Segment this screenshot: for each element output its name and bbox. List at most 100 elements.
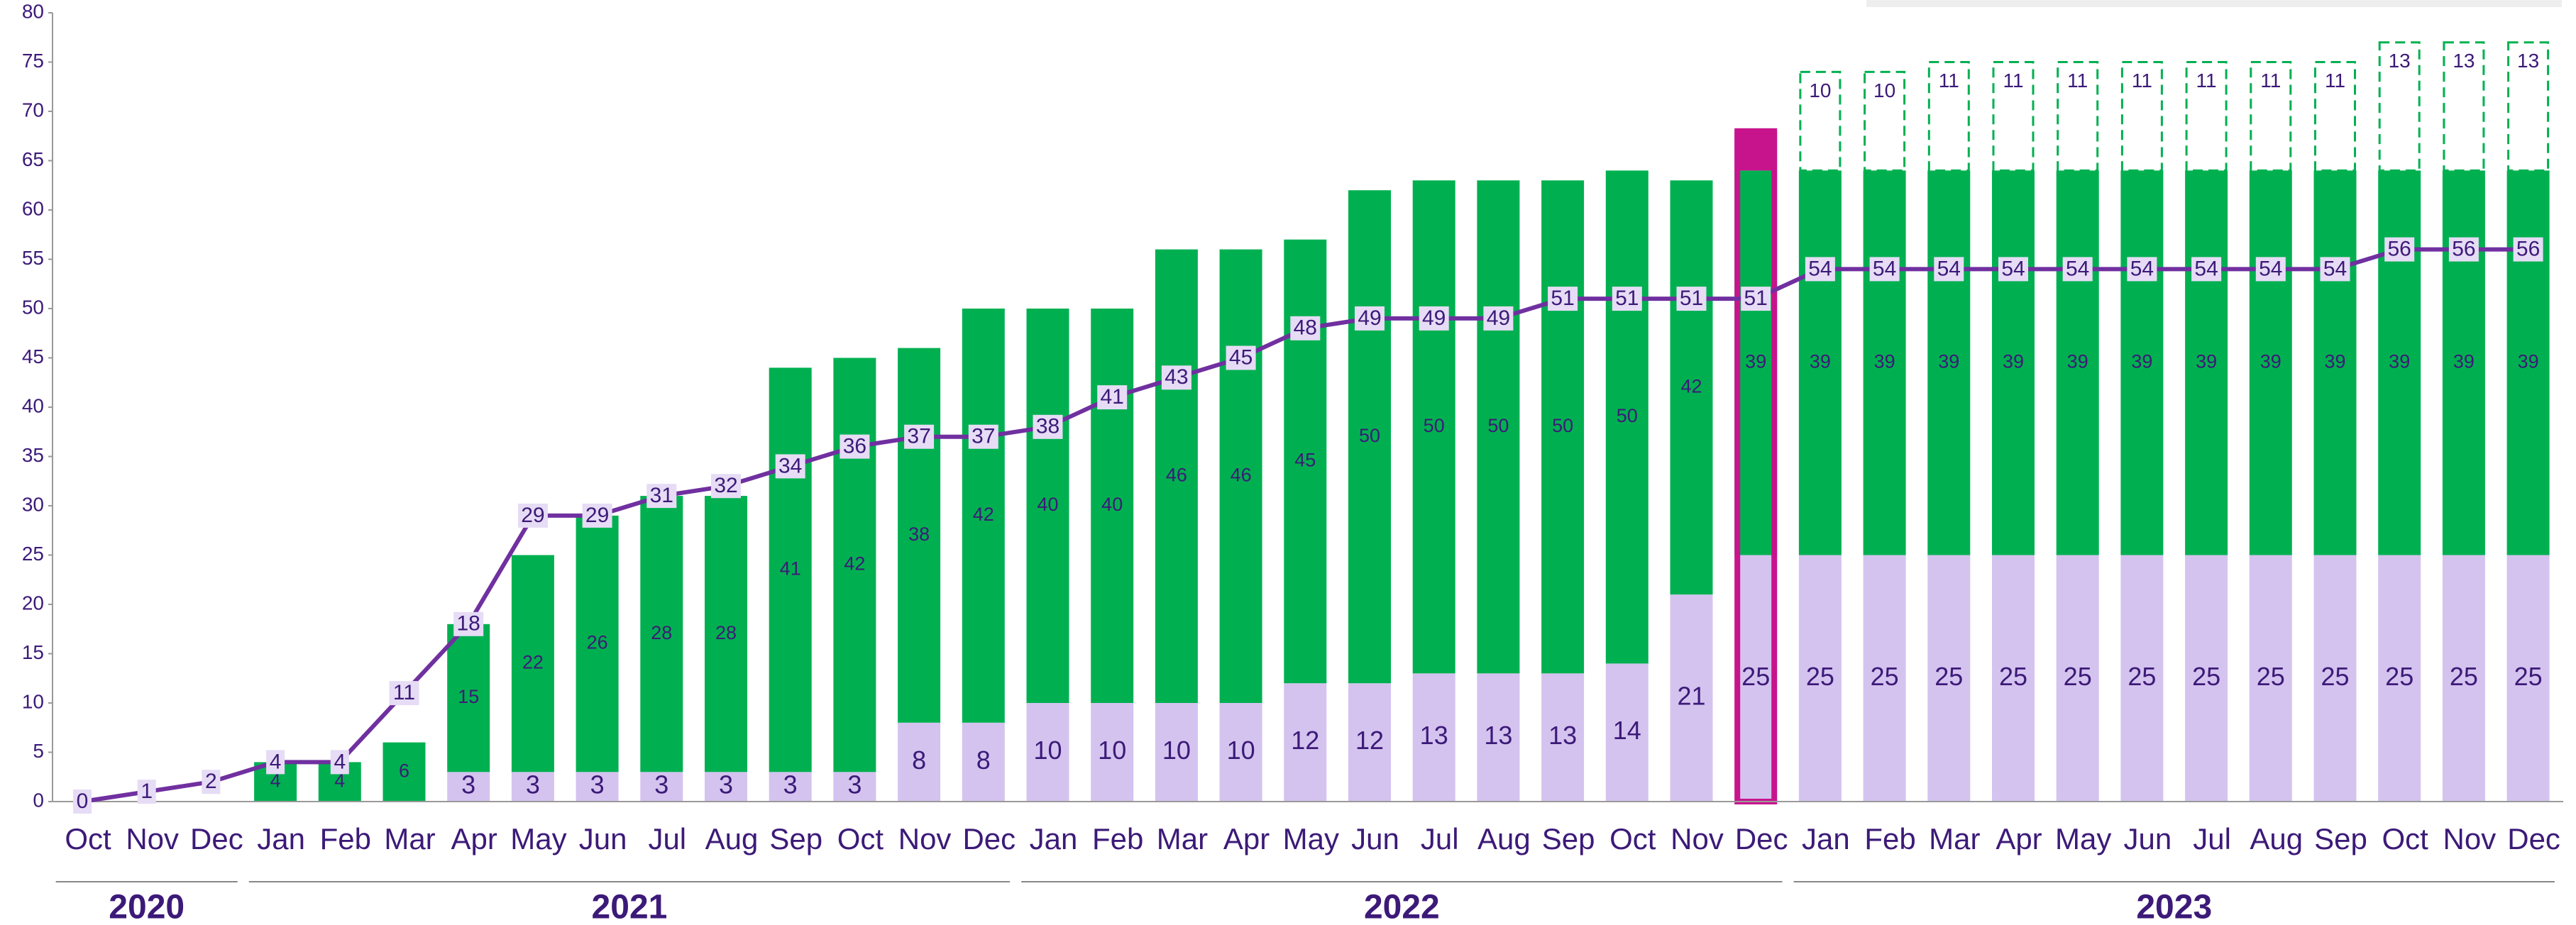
bar-segment <box>1477 180 1520 674</box>
line-label-bg <box>775 454 805 479</box>
bar-segment <box>511 555 554 772</box>
bar-label: 4 <box>334 770 345 791</box>
bar-segment <box>2056 555 2099 802</box>
line-label: 54 <box>1873 257 1896 280</box>
bar-label: 39 <box>2260 351 2281 372</box>
x-tick-label: Jan <box>1802 822 1850 855</box>
line-label-bg <box>840 434 870 459</box>
group-label: 2022 <box>1364 889 1440 925</box>
bar-label: 11 <box>2067 70 2088 92</box>
bar-segment <box>1799 70 1842 172</box>
x-tick-label: Apr <box>451 822 497 855</box>
bar-label: 15 <box>458 686 479 707</box>
x-tick-label: May <box>2055 822 2111 855</box>
bar-label: 13 <box>1484 721 1512 750</box>
x-tick-label: Aug <box>2250 822 2303 855</box>
line-label: 56 <box>2516 238 2540 261</box>
bar-segment <box>2120 61 2163 172</box>
x-tick-label: Apr <box>1996 822 2042 855</box>
bar-label: 46 <box>1231 464 1252 485</box>
bar-label: 39 <box>2196 351 2217 372</box>
bar-segment <box>705 772 747 802</box>
line-label-bg <box>330 750 349 775</box>
bar-segment <box>1348 683 1391 802</box>
bar-label: 10 <box>1098 736 1126 765</box>
bar-label: 42 <box>1680 375 1702 397</box>
bar-segment <box>1284 239 1327 684</box>
bar-segment <box>1541 673 1585 802</box>
bar-segment <box>1734 555 1778 802</box>
bar-segment <box>576 515 619 772</box>
line-label: 54 <box>2066 257 2089 280</box>
line-label: 56 <box>2388 238 2411 261</box>
bar-segment <box>2056 170 2099 555</box>
bar-label: 13 <box>2389 50 2411 72</box>
group-label: 2021 <box>592 889 668 925</box>
bar-segment <box>1927 170 1971 555</box>
bar-segment <box>2250 61 2292 172</box>
line-label-bg <box>2127 257 2157 282</box>
bar-label: 25 <box>2321 662 2349 691</box>
line-label: 29 <box>521 504 544 527</box>
bar-label: 11 <box>2132 70 2152 92</box>
line-label: 36 <box>843 435 866 458</box>
line-label: 54 <box>2259 257 2282 280</box>
bar-segment <box>2378 41 2421 172</box>
y-tick-label: 5 <box>33 740 44 762</box>
line-label: 54 <box>2194 257 2218 280</box>
bar-label: 25 <box>2192 662 2220 691</box>
line-label-bg <box>1033 414 1063 439</box>
line-label-bg <box>1741 287 1771 311</box>
bar-label: 11 <box>2325 70 2345 92</box>
bar-segment <box>2120 170 2164 555</box>
x-tick-label: Nov <box>2443 822 2497 855</box>
x-tick-label: Oct <box>65 822 111 855</box>
x-tick-label: Jul <box>648 822 686 855</box>
bar-segment <box>1734 170 1778 555</box>
bar-label: 11 <box>2003 70 2023 92</box>
x-tick-label: Feb <box>1092 822 1143 855</box>
bar-label: 10 <box>1873 79 1895 101</box>
line-label: 54 <box>1937 257 1961 280</box>
line-label: 54 <box>1808 257 1832 280</box>
bar-label: 50 <box>1552 415 1573 436</box>
line-label-bg <box>904 424 935 449</box>
bar-segment <box>2120 555 2164 802</box>
y-tick-label: 55 <box>22 247 44 269</box>
x-tick-label: Sep <box>1542 822 1595 855</box>
bar-segment <box>1927 555 1971 802</box>
bar-segment <box>1670 594 1713 802</box>
line-label: 49 <box>1487 306 1510 330</box>
bar-label: 11 <box>1939 70 1959 92</box>
line-label: 43 <box>1165 365 1188 389</box>
bar-segment <box>640 496 683 772</box>
bar-label: 25 <box>1934 662 1963 691</box>
bar-segment <box>2057 61 2099 172</box>
bar-label: 25 <box>2257 662 2285 691</box>
bar-segment <box>1219 703 1262 802</box>
line-label: 51 <box>1615 287 1639 310</box>
bar-label: 3 <box>783 770 798 799</box>
bar-label: 10 <box>1162 736 1191 765</box>
bar-segment <box>382 742 426 802</box>
bar-segment <box>2313 555 2357 802</box>
bar-label: 39 <box>1874 351 1895 372</box>
line-label: 45 <box>1229 345 1253 369</box>
bar-label: 25 <box>2450 662 2478 691</box>
bar-label: 14 <box>1613 716 1641 745</box>
bar-segment <box>962 309 1005 723</box>
bar-segment <box>1927 61 1970 172</box>
bar-segment <box>2313 170 2357 555</box>
y-tick-label: 30 <box>22 493 44 515</box>
bar-segment <box>2185 555 2228 802</box>
line-label: 48 <box>1294 316 1317 340</box>
line-label: 51 <box>1680 287 1703 310</box>
bar-segment <box>1348 190 1391 684</box>
bar-segment <box>1155 249 1198 704</box>
line-label-bg <box>711 474 741 499</box>
line-label: 54 <box>2323 257 2347 280</box>
line-label: 56 <box>2452 238 2475 261</box>
line-label: 31 <box>650 484 673 507</box>
line-label: 2 <box>205 770 217 793</box>
x-tick-label: Oct <box>1609 822 1656 855</box>
